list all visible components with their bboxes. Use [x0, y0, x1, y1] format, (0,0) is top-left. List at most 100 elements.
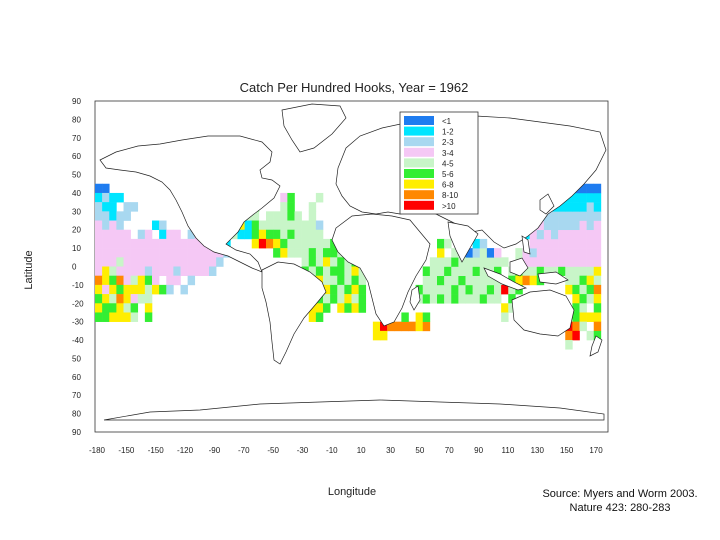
x-tick-label: 150 [560, 446, 574, 455]
heatmap-cell [308, 202, 317, 212]
heatmap-cell [579, 248, 587, 258]
heatmap-cell [351, 284, 359, 295]
heatmap-cell [144, 312, 153, 322]
heatmap-cell [273, 229, 281, 240]
heatmap-cell [494, 294, 502, 304]
heatmap-cell [586, 202, 595, 212]
heatmap-cell [315, 248, 324, 258]
heatmap-cell [565, 202, 573, 212]
heatmap-cell [166, 275, 174, 286]
heatmap-cell [422, 321, 431, 332]
heatmap-cell [508, 284, 516, 295]
legend-swatch [404, 126, 434, 136]
heatmap-cell [422, 275, 431, 286]
heatmap-cell [593, 183, 602, 194]
africa-landmass [331, 213, 431, 327]
heatmap-cell [522, 275, 530, 286]
heatmap-cell [287, 220, 295, 231]
heatmap-cell [180, 284, 188, 295]
heatmap-cell [415, 312, 424, 322]
x-tick-label: -150 [148, 446, 165, 455]
heatmap-cell [579, 211, 587, 221]
heatmap-cell [116, 303, 124, 313]
heatmap-cell [116, 229, 124, 240]
heatmap-cell [323, 284, 331, 295]
heatmap-cell [102, 257, 110, 267]
heatmap-cell [422, 312, 431, 322]
heatmap-cell [152, 284, 160, 295]
heatmap-cell [152, 220, 160, 231]
heatmap-cell [522, 266, 530, 276]
heatmap-cell [109, 229, 117, 240]
heatmap-cell [159, 229, 167, 240]
heatmap-cell [166, 238, 174, 249]
heatmap-cell [593, 312, 602, 322]
heatmap-cell [479, 284, 488, 295]
heatmap-cell [330, 248, 338, 258]
heatmap-cell [152, 238, 160, 249]
heatmap-cell [437, 238, 445, 249]
heatmap-cell [315, 303, 324, 313]
x-axis-ticks: -180 -150 -150 -120 -90 -70 -50 -30 -10 10 30 50 70 9… [89, 446, 603, 455]
chart-title: Catch Per Hundred Hooks, Year = 1962 [240, 80, 469, 95]
heatmap-cell [159, 248, 167, 258]
heatmap-cell [116, 248, 124, 258]
heatmap-cell [429, 266, 438, 276]
heatmap-cell [344, 294, 352, 304]
x-tick-label: 130 [531, 446, 545, 455]
heatmap-cell [543, 257, 552, 267]
heatmap-cell [565, 266, 573, 276]
heatmap-cell [351, 266, 359, 276]
heatmap-cell [280, 248, 288, 258]
y-tick-label: 70 [72, 391, 81, 400]
x-tick-label: 10 [357, 446, 366, 455]
australia-landmass [511, 289, 575, 337]
japan-landmass [539, 193, 555, 215]
heatmap-cell [315, 257, 324, 267]
heatmap-cell [109, 257, 117, 267]
heatmap-cell [337, 275, 345, 286]
heatmap-cell [451, 284, 459, 295]
y-tick-label: 50 [72, 354, 81, 363]
heatmap-cell [137, 238, 146, 249]
heatmap-cell [551, 238, 559, 249]
heatmap-cell [579, 266, 587, 276]
heatmap-cell [586, 220, 595, 231]
heatmap-cell [586, 266, 595, 276]
heatmap-cell [486, 294, 495, 304]
antarctica-landmass [103, 399, 605, 421]
heatmap-cell [209, 266, 217, 276]
heatmap-cell [558, 257, 566, 267]
new-guinea-landmass [537, 271, 569, 285]
heatmap-cell [494, 284, 502, 295]
heatmap-cell [137, 248, 146, 258]
heatmap-cell [565, 257, 573, 267]
heatmap-cell [95, 229, 103, 240]
heatmap-cell [152, 266, 160, 276]
heatmap-cell [565, 340, 573, 350]
heatmap-cell [437, 248, 445, 258]
heatmap-cell [173, 257, 181, 267]
heatmap-cell [308, 220, 317, 231]
heatmap-cell [166, 257, 174, 267]
heatmap-cell [109, 266, 117, 276]
heatmap-cell [558, 202, 566, 212]
x-tick-label: -90 [209, 446, 221, 455]
heatmap-cell [315, 192, 324, 203]
y-tick-label: -20 [72, 299, 84, 308]
heatmap-cell [372, 321, 381, 332]
x-axis-title: Longitude [328, 486, 376, 498]
heatmap-cell [494, 248, 502, 258]
heatmap-cell [444, 284, 452, 295]
heatmap-cell [437, 284, 445, 295]
heatmap-cell [116, 284, 124, 295]
heatmap-cell [102, 248, 110, 258]
x-tick-label: -120 [177, 446, 194, 455]
heatmap-cell [579, 220, 587, 231]
heatmap-cell [258, 238, 267, 249]
heatmap-cell [144, 248, 153, 258]
heatmap-cell [458, 266, 466, 276]
heatmap-cell [173, 248, 181, 258]
heatmap-cell [451, 266, 459, 276]
